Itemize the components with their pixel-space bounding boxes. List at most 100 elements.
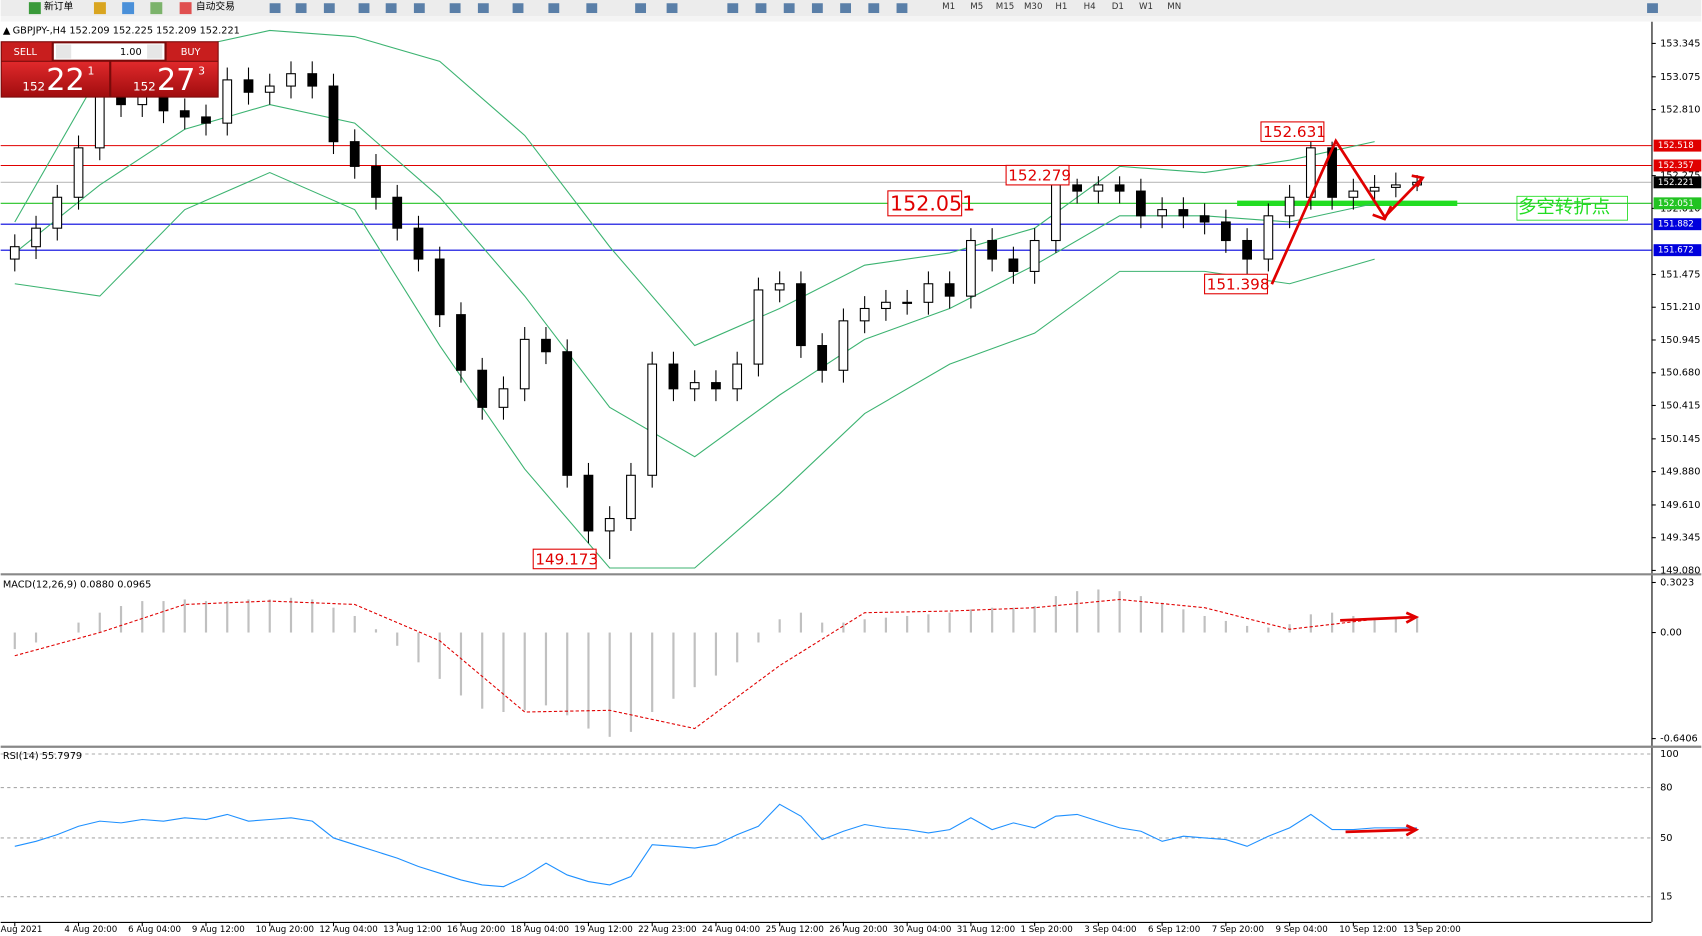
icon[interactable] <box>269 3 281 14</box>
icon[interactable] <box>666 3 678 14</box>
icon[interactable] <box>449 3 461 14</box>
sell-button[interactable] <box>1 42 52 61</box>
annotation-label: 151.398 <box>1207 276 1270 294</box>
y-tick-label: 150.415 <box>1660 400 1700 411</box>
timeframe-button[interactable]: M1 <box>942 2 955 12</box>
buy-label[interactable]: BUY <box>181 47 201 58</box>
annotation-box <box>1005 164 1070 186</box>
candle-body <box>732 363 743 390</box>
drawn-arrows <box>1270 138 1425 837</box>
bid-box[interactable] <box>1 61 110 97</box>
icon[interactable] <box>868 3 880 14</box>
new-order[interactable]: 新订单 <box>44 0 73 13</box>
macd-bar <box>523 632 526 711</box>
lot-down[interactable] <box>55 44 72 59</box>
ask-big[interactable]: 152 <box>133 79 156 93</box>
x-tick-label: 9 Aug 12:00 <box>192 925 245 935</box>
ask-main[interactable]: 27 <box>157 63 196 98</box>
icon[interactable] <box>755 3 767 14</box>
y-tick-label: 149.080 <box>1660 565 1700 576</box>
candle-body <box>668 363 679 390</box>
timeframe-button[interactable]: M30 <box>1024 2 1042 12</box>
macd-bar <box>566 632 569 716</box>
macd-bar <box>629 632 633 732</box>
icon[interactable] <box>93 2 106 15</box>
icon[interactable] <box>512 3 524 14</box>
macd-bar <box>799 612 803 633</box>
note-frame <box>1516 195 1628 221</box>
icon[interactable] <box>295 3 307 14</box>
icon[interactable] <box>179 2 192 15</box>
macd-bar <box>1076 591 1079 633</box>
macd-bar <box>311 599 314 633</box>
candle-body <box>9 246 20 260</box>
icon[interactable] <box>122 2 135 15</box>
icon[interactable] <box>477 3 489 14</box>
icon[interactable] <box>28 2 41 15</box>
auto-trading[interactable]: 自动交易 <box>196 0 235 13</box>
candle-body <box>1390 184 1401 188</box>
icon[interactable] <box>896 3 908 14</box>
candle-body <box>1157 209 1168 217</box>
icon[interactable] <box>413 3 425 14</box>
icon[interactable] <box>150 2 163 15</box>
bid-small[interactable]: 1 <box>87 65 94 78</box>
candle-body <box>1369 186 1380 192</box>
buy-button[interactable] <box>166 42 218 61</box>
icon[interactable] <box>323 3 335 14</box>
macd-bar <box>1054 596 1057 633</box>
lot-input[interactable] <box>53 43 165 60</box>
sell-label[interactable]: SELL <box>14 47 38 58</box>
timeframe-button[interactable]: H1 <box>1055 2 1067 12</box>
timeframe-button[interactable]: D1 <box>1112 2 1124 12</box>
y-tick-label: 149.610 <box>1660 500 1700 511</box>
timeframe-button[interactable]: MN <box>1167 2 1181 12</box>
icon[interactable] <box>548 3 560 14</box>
macd-bar <box>77 622 80 633</box>
ask-small[interactable]: 3 <box>198 65 205 78</box>
icon[interactable] <box>840 3 851 14</box>
x-tick-label: 26 Aug 20:00 <box>829 925 887 935</box>
y-tick-label: 0.00 <box>1660 628 1682 639</box>
level-label: 152.518 <box>1658 141 1694 151</box>
bid-main[interactable]: 22 <box>46 63 85 98</box>
timeframe-button[interactable]: W1 <box>1139 2 1153 12</box>
lot-up[interactable] <box>147 44 163 59</box>
macd-bar <box>34 632 38 643</box>
timeframes: M1 M5 M15 M30 H1 H4 D1 W1 MN <box>942 2 1181 12</box>
macd-bar <box>1331 612 1334 633</box>
lot-value[interactable]: 1.00 <box>120 47 142 58</box>
candle-body <box>179 110 190 118</box>
x-tick-label: 4 Aug 20:00 <box>64 925 117 935</box>
arrow-head <box>1405 611 1420 624</box>
timeframe-button[interactable]: H4 <box>1084 2 1097 12</box>
icon[interactable] <box>783 3 795 14</box>
y-tick-label: 149.880 <box>1660 467 1700 478</box>
icon[interactable] <box>358 3 370 14</box>
icon[interactable] <box>586 3 598 14</box>
macd-bar <box>969 609 972 633</box>
trade-panel: SELL 1.00 BUY 152 22 1 152 27 3 <box>0 41 219 98</box>
collapse-icon[interactable]: ▲ <box>3 25 11 36</box>
turning-point-note: 多空转折点 <box>1518 197 1610 218</box>
icon[interactable] <box>385 3 397 14</box>
icon[interactable] <box>635 3 647 14</box>
bid-big[interactable]: 152 <box>22 79 45 93</box>
icon[interactable] <box>727 3 739 14</box>
macd-bar <box>587 632 590 729</box>
icon[interactable] <box>1647 3 1658 14</box>
candle-body <box>796 283 806 347</box>
macd-bar <box>1352 615 1355 633</box>
chart-area <box>0 21 1652 936</box>
icon[interactable] <box>811 3 823 14</box>
candle-body <box>1093 184 1104 192</box>
ask-box[interactable] <box>111 61 218 97</box>
level-label: 151.882 <box>1658 220 1694 230</box>
timeframe-button[interactable]: M15 <box>996 2 1014 12</box>
candle-body <box>1051 184 1061 242</box>
macd-bar <box>1267 627 1270 633</box>
macd-bar <box>289 597 293 633</box>
macd-bar <box>396 632 399 646</box>
indicator-line <box>14 103 1375 458</box>
timeframe-button[interactable]: M5 <box>970 2 983 12</box>
